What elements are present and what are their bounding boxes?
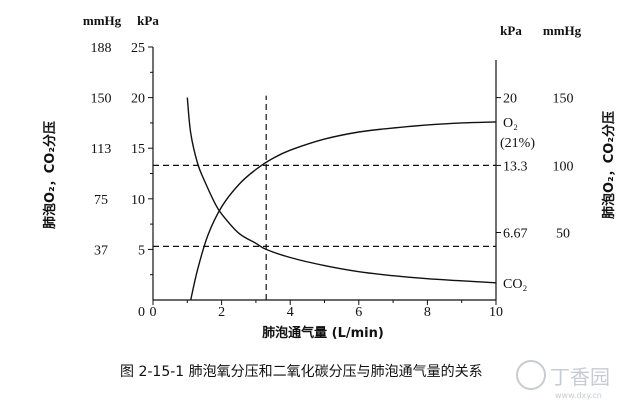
co2-series-label: CO₂ [503, 277, 527, 292]
o2-series-sublabel: (21%) [500, 136, 535, 151]
left-y-axis-title: 肺泡O₂，CO₂分压 [42, 121, 58, 229]
right-y-axis-title: 肺泡O₂，CO₂分压 [601, 111, 617, 219]
co2-curve [186, 97, 497, 284]
left-mmhg-tick-label: 150 [91, 92, 112, 107]
left-mmhg-tick-label: 37 [94, 243, 108, 258]
axes [148, 46, 501, 305]
o2-curve [190, 121, 497, 301]
right-kpa-tick-label: 6.67 [503, 226, 528, 241]
x-tick-label: 8 [424, 305, 431, 320]
right-mmhg-tick-label: 150 [553, 92, 574, 107]
tick-labels: 0 2 4 6 8 10051015202537751131501882013.36.67… [91, 41, 574, 320]
watermark: 丁香园 www.dxy.cn [516, 360, 610, 400]
figure-caption: 图 2-15-1 肺泡氧分压和二氧化碳分压与肺泡通气量的关系 [120, 364, 483, 380]
left-mmhg-tick-label: 113 [91, 142, 111, 157]
right-mmhg-tick-label: 50 [556, 226, 570, 241]
watermark-sub: www.dxy.cn [555, 391, 602, 400]
reference-lines [153, 95, 496, 300]
left-mmhg-tick-label: 188 [91, 41, 112, 56]
o2-series-label: O₂ [503, 116, 518, 131]
left-kpa-tick-label: 20 [131, 92, 145, 107]
x-axis-title: 肺泡通气量 (L/min) [262, 325, 384, 341]
left-kpa-tick-label: 5 [138, 243, 145, 258]
left-kpa-tick-label: 15 [131, 142, 145, 157]
left-mmhg-unit: mmHg [83, 13, 122, 28]
x-tick-label: 6 [355, 305, 362, 320]
x-tick-label: 10 [489, 305, 503, 320]
right-kpa-unit: kPa [500, 23, 522, 38]
x-tick-label: 0 [150, 305, 157, 320]
left-mmhg-tick-label: 75 [94, 193, 108, 208]
x-tick-label: 4 [287, 305, 294, 320]
left-kpa-tick-label: 10 [131, 193, 145, 208]
left-kpa-tick-label: 25 [131, 41, 145, 56]
right-kpa-tick-label: 13.3 [503, 159, 528, 174]
left-kpa-unit: kPa [137, 13, 159, 28]
watermark-text: 丁香园 [550, 365, 610, 389]
right-mmhg-unit: mmHg [543, 23, 582, 38]
left-kpa-tick-label: 0 [138, 305, 145, 320]
right-kpa-tick-label: 20 [503, 92, 517, 107]
right-mmhg-tick-label: 100 [553, 159, 574, 174]
x-tick-label: 2 [218, 305, 225, 320]
series-curves [186, 97, 497, 301]
